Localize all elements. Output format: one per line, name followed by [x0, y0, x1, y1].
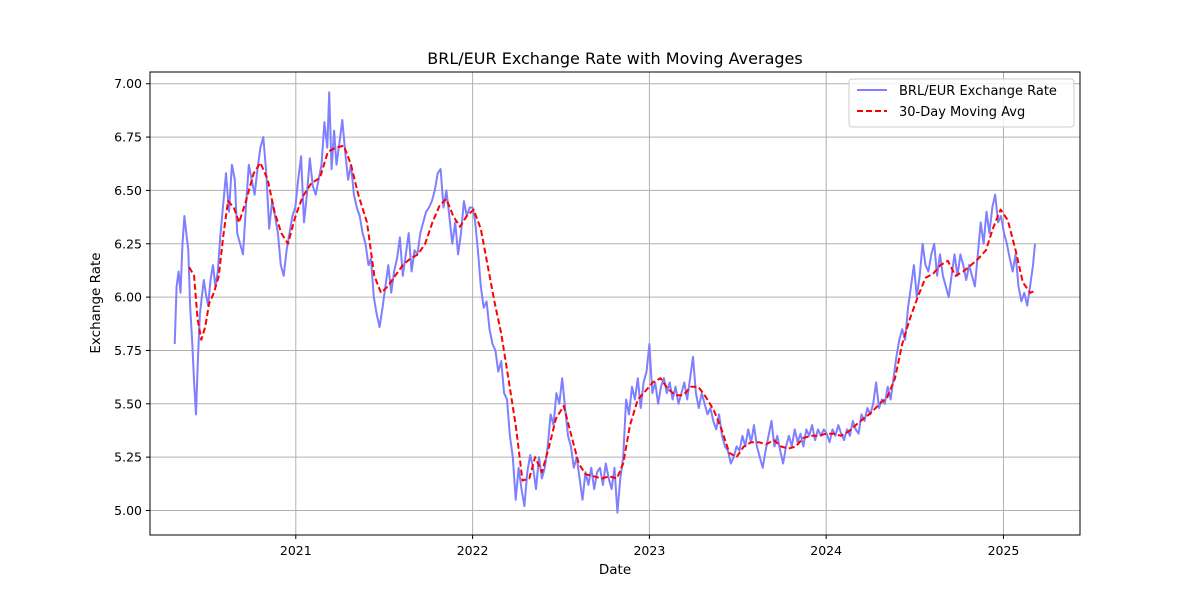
y-tick-label: 7.00: [114, 76, 142, 91]
legend-label-exchange-rate: BRL/EUR Exchange Rate: [899, 84, 1057, 99]
y-tick-label: 5.75: [114, 343, 142, 358]
legend-box: [848, 78, 1075, 128]
exchange-rate-line: [173, 91, 1036, 514]
x-axis: 2021 2022 2023 2024 2025: [280, 535, 1019, 558]
x-tick-label: 2023: [633, 543, 665, 558]
x-tick-label: 2025: [988, 543, 1020, 558]
y-tick-label: 5.50: [114, 396, 142, 411]
y-tick-label: 6.00: [114, 290, 142, 305]
y-tick-label: 5.25: [114, 450, 142, 465]
legend: BRL/EUR Exchange Rate 30-Day Moving Avg: [848, 78, 1075, 128]
legend-label-moving-avg: 30-Day Moving Avg: [899, 105, 1025, 120]
y-tick-label: 6.75: [114, 130, 142, 145]
y-tick-label: 6.25: [114, 236, 142, 251]
y-axis-title: Exchange Rate: [88, 252, 104, 353]
chart-title: BRL/EUR Exchange Rate with Moving Averag…: [427, 49, 802, 68]
y-tick-label: 6.50: [114, 183, 142, 198]
grid-lines: [150, 72, 1080, 535]
x-tick-label: 2021: [280, 543, 312, 558]
x-tick-label: 2022: [457, 543, 489, 558]
x-axis-title: Date: [599, 562, 631, 578]
plot-area: [173, 91, 1036, 514]
y-axis: 5.00 5.25 5.50 5.75 6.00 6.25 6.50 6.75 7.00: [114, 76, 150, 518]
moving-average-line: [188, 144, 1036, 482]
x-tick-label: 2024: [810, 543, 842, 558]
plot-frame: [149, 71, 1081, 536]
y-tick-label: 5.00: [114, 503, 142, 518]
